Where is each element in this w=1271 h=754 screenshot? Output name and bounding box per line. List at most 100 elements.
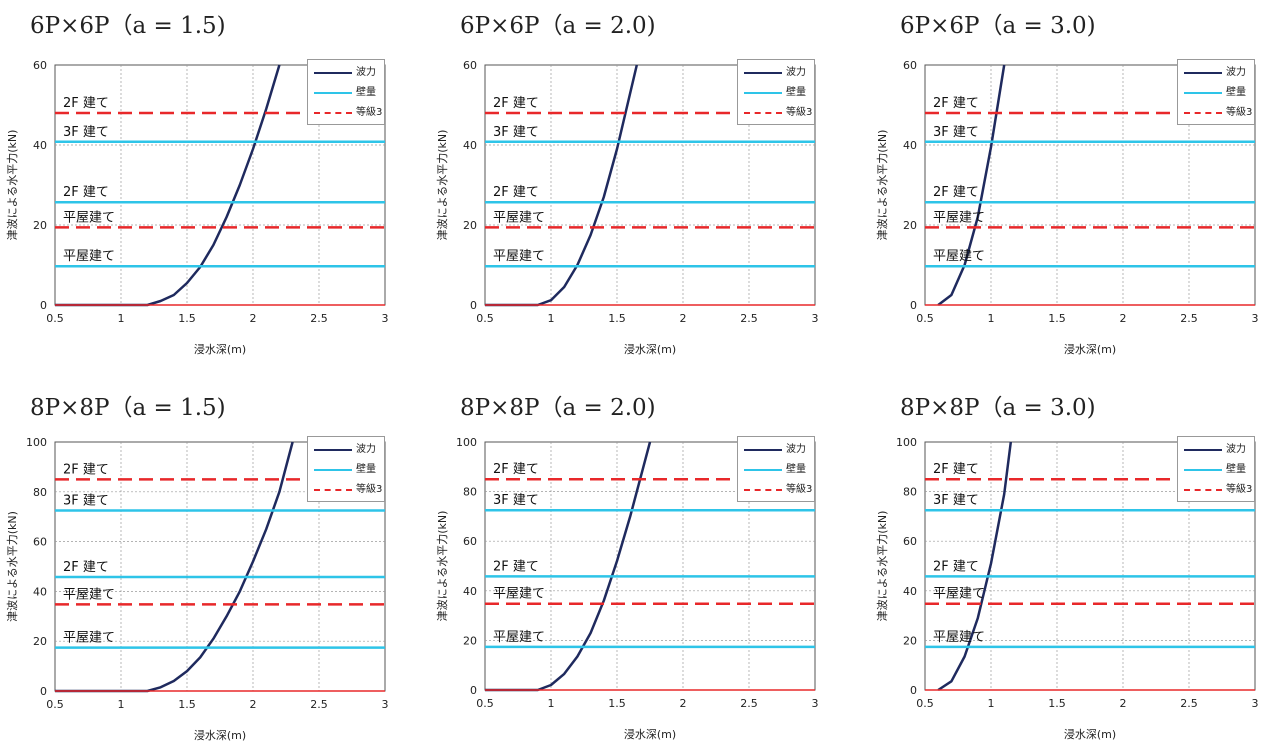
building-type-annotation: 平屋建て <box>63 210 115 225</box>
y-tick-label: 100 <box>26 436 47 449</box>
chart-title: 6P×6P（a = 2.0) <box>460 13 656 39</box>
y-tick-label: 60 <box>903 535 917 548</box>
y-tick-label: 20 <box>903 634 917 647</box>
building-type-annotation: 平屋建て <box>63 631 115 646</box>
x-tick-label: 3 <box>382 698 389 711</box>
legend-swatch <box>744 489 782 491</box>
x-tick-label: 0.5 <box>916 697 934 710</box>
x-tick-label: 0.5 <box>476 697 494 710</box>
legend-item: 波力 <box>308 443 384 457</box>
legend-swatch <box>1184 112 1222 114</box>
legend-item: 波力 <box>738 443 814 457</box>
y-tick-label: 100 <box>456 436 477 449</box>
building-type-annotation: 3F 建て <box>63 493 109 508</box>
y-tick-label: 0 <box>910 299 917 312</box>
chart-legend: 波力 壁量 等級3 <box>737 436 815 502</box>
building-type-annotation: 2F 建て <box>933 185 979 200</box>
y-tick-label: 60 <box>33 59 47 72</box>
building-type-annotation: 2F 建て <box>933 559 979 574</box>
x-tick-label: 3 <box>382 312 389 325</box>
y-tick-label: 0 <box>40 685 47 698</box>
building-type-annotation: 平屋建て <box>493 630 545 645</box>
chart-panel: 6P×6P（a = 3.0) 0.5 1 1.5 2 2.5 3 0 20 40 60 浸水深(m) 津… <box>870 0 1270 754</box>
chart-title: 8P×8P（a = 3.0) <box>900 395 1096 421</box>
chart-panel: 8P×8P（a = 1.5) 0.5 1 1.5 2 2.5 3 0 20 40 60 80 100 浸水… <box>0 0 400 754</box>
building-type-annotation: 3F 建て <box>63 125 109 140</box>
y-tick-label: 40 <box>903 139 917 152</box>
chart-panel: 8P×8P（a = 2.0) 0.5 1 1.5 2 2.5 3 0 20 40 60 80 100 浸水… <box>430 0 830 754</box>
legend-label: 等級3 <box>1226 107 1253 118</box>
x-tick-label: 1.5 <box>608 697 626 710</box>
y-tick-label: 40 <box>903 585 917 598</box>
legend-label: 等級3 <box>786 107 813 118</box>
building-type-annotation: 2F 建て <box>493 462 539 477</box>
x-tick-label: 2.5 <box>310 698 328 711</box>
legend-item: 壁量 <box>738 86 814 100</box>
y-tick-label: 80 <box>33 486 47 499</box>
y-tick-label: 80 <box>903 486 917 499</box>
x-tick-label: 2 <box>1120 312 1127 325</box>
x-tick-label: 1.5 <box>178 312 196 325</box>
legend-item: 等級3 <box>738 106 814 120</box>
building-type-annotation: 平屋建て <box>933 210 985 225</box>
x-tick-label: 2 <box>1120 697 1127 710</box>
building-type-annotation: 2F 建て <box>933 96 979 111</box>
building-type-annotation: 3F 建て <box>933 125 979 140</box>
chart-plot: 0.5 1 1.5 2 2.5 3 0 20 40 60 浸水深(m) 津波による水平力(kN) 2F … <box>436 59 819 356</box>
x-tick-label: 2 <box>680 697 687 710</box>
legend-item: 等級3 <box>1178 483 1254 497</box>
y-tick-label: 20 <box>463 634 477 647</box>
building-type-annotation: 平屋建て <box>933 630 985 645</box>
y-axis-label: 津波による水平力(kN) <box>876 130 889 241</box>
y-axis-label: 津波による水平力(kN) <box>436 511 449 622</box>
building-type-annotation: 2F 建て <box>493 96 539 111</box>
legend-item: 壁量 <box>308 463 384 477</box>
x-tick-label: 0.5 <box>916 312 934 325</box>
legend-label: 壁量 <box>356 464 376 475</box>
y-tick-label: 20 <box>33 635 47 648</box>
y-tick-label: 0 <box>470 299 477 312</box>
chart-panel: 8P×8P（a = 3.0) 0.5 1 1.5 2 2.5 3 0 20 40 60 80 100 浸水… <box>870 0 1270 754</box>
building-type-annotation: 平屋建て <box>63 249 115 264</box>
building-type-annotation: 平屋建て <box>493 249 545 264</box>
x-tick-label: 2.5 <box>740 697 758 710</box>
y-tick-label: 40 <box>463 139 477 152</box>
x-axis-label: 浸水深(m) <box>194 729 246 742</box>
chart-legend: 波力 壁量 等級3 <box>307 436 385 502</box>
legend-swatch <box>314 489 352 491</box>
y-tick-label: 0 <box>40 299 47 312</box>
x-tick-label: 1 <box>548 312 555 325</box>
legend-label: 等級3 <box>1226 484 1253 495</box>
x-tick-label: 0.5 <box>46 312 64 325</box>
wave-force-line <box>485 64 639 307</box>
y-tick-label: 80 <box>463 486 477 499</box>
x-tick-label: 2 <box>250 312 257 325</box>
legend-swatch <box>1184 489 1222 491</box>
building-type-annotation: 3F 建て <box>933 493 979 508</box>
y-tick-label: 20 <box>463 219 477 232</box>
legend-swatch <box>314 92 352 94</box>
building-type-annotation: 2F 建て <box>63 560 109 575</box>
x-tick-label: 2.5 <box>740 312 758 325</box>
building-type-annotation: 3F 建て <box>493 493 539 508</box>
x-axis-label: 浸水深(m) <box>1064 343 1116 356</box>
y-tick-label: 40 <box>33 139 47 152</box>
legend-label: 壁量 <box>1226 87 1246 98</box>
x-tick-label: 2 <box>680 312 687 325</box>
legend-label: 等級3 <box>356 107 383 118</box>
building-type-annotation: 平屋建て <box>493 587 545 602</box>
x-tick-label: 1.5 <box>608 312 626 325</box>
legend-item: 壁量 <box>308 86 384 100</box>
building-type-annotation: 平屋建て <box>933 249 985 264</box>
legend-label: 波力 <box>1226 67 1246 78</box>
y-tick-label: 0 <box>910 684 917 697</box>
chart-title: 8P×8P（a = 1.5) <box>30 395 226 421</box>
legend-label: 壁量 <box>1226 464 1246 475</box>
y-axis-label: 津波による水平力(kN) <box>436 130 449 241</box>
legend-swatch <box>1184 72 1222 74</box>
legend-swatch <box>314 449 352 451</box>
x-tick-label: 3 <box>1252 312 1259 325</box>
legend-swatch <box>744 449 782 451</box>
legend-item: 壁量 <box>1178 463 1254 477</box>
y-tick-label: 40 <box>463 585 477 598</box>
